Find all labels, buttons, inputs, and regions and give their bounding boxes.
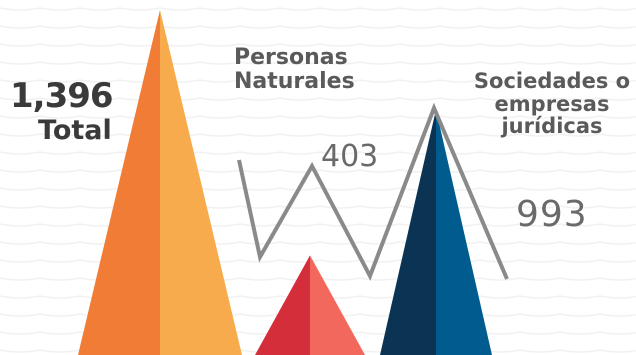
total-value-label: 1,396	[10, 76, 114, 116]
background-wave	[0, 43, 636, 47]
background-wave	[0, 7, 636, 11]
persons-category-label: Personas Naturales	[234, 45, 355, 94]
persons-triangle-right	[310, 255, 365, 355]
background-wave	[0, 205, 636, 209]
background-wave	[0, 151, 636, 155]
companies-value-label: 993	[516, 194, 588, 235]
background-wave	[0, 115, 636, 119]
background-wave	[0, 25, 636, 29]
persons-value-label: 403	[321, 139, 379, 174]
companies-triangle-right	[436, 109, 492, 355]
background-wave	[0, 97, 636, 101]
total-triangle-left	[78, 10, 160, 355]
companies-category-label: Sociedades o empresas jurídicas	[473, 69, 631, 139]
persons-triangle-left	[255, 255, 310, 355]
zigzag-outline	[237, 102, 509, 281]
background-wave	[0, 187, 636, 191]
total-triangle-right	[160, 10, 242, 355]
background-wave	[0, 133, 636, 137]
background-wave	[0, 169, 636, 173]
total-category-label: Total	[38, 115, 112, 146]
background-wave	[0, 223, 636, 227]
background-wave	[0, 61, 636, 65]
background-wave	[0, 79, 636, 83]
companies-triangle-left	[380, 109, 436, 355]
